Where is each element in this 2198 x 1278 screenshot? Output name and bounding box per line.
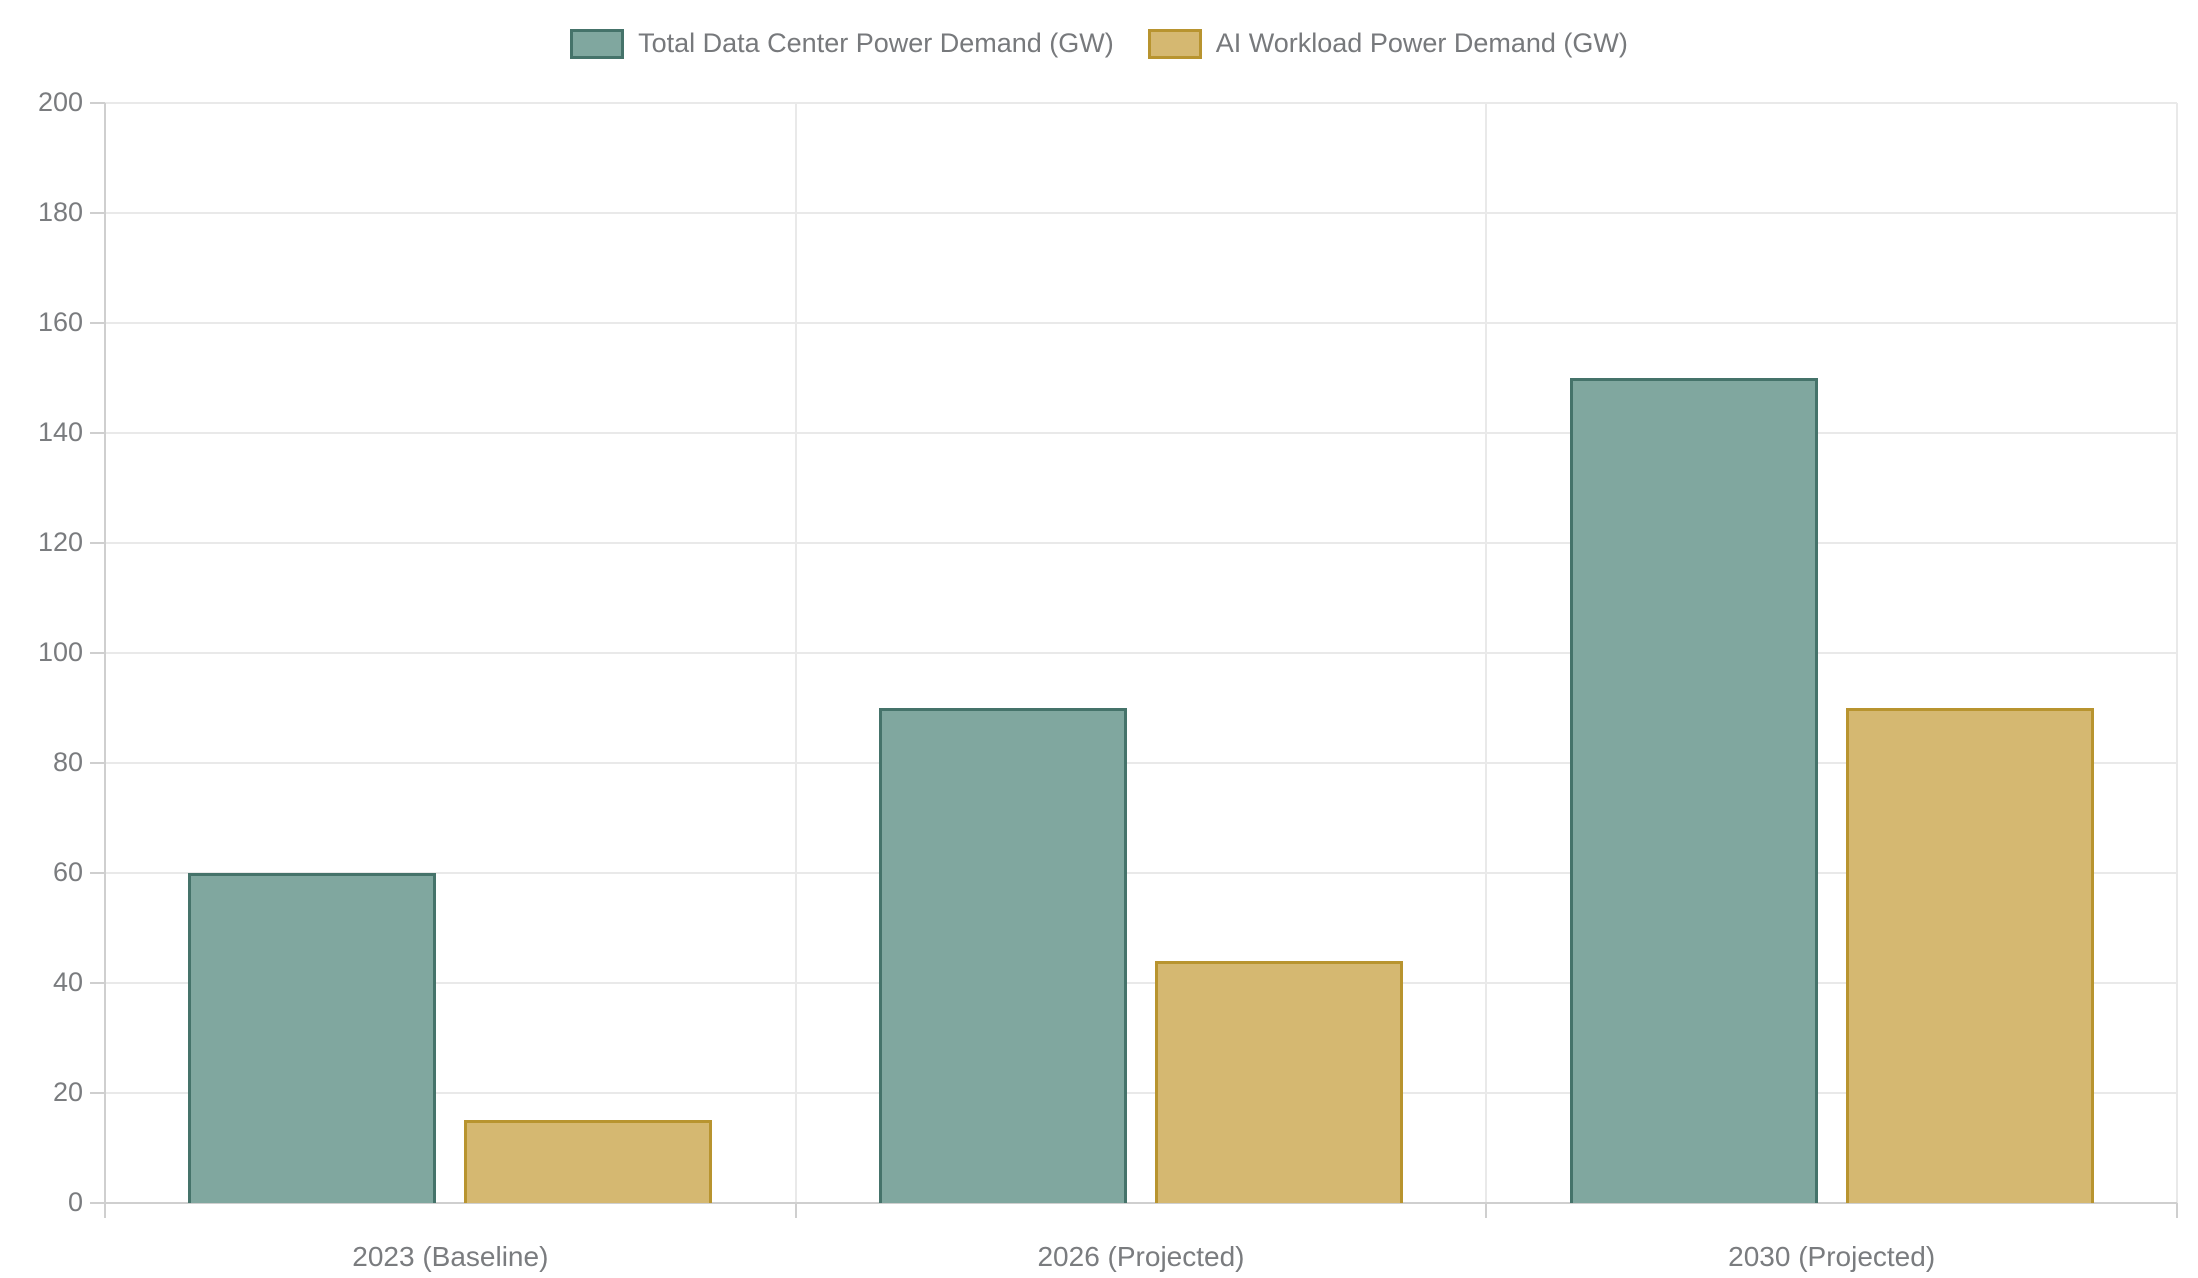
y-gridline-160 (105, 322, 2177, 324)
legend-swatch-total (570, 28, 625, 59)
y-tick-label-160: 160 (37, 307, 83, 337)
chart-legend: Total Data Center Power Demand (GW) AI Wo… (0, 28, 2198, 59)
y-tick-label-20: 20 (52, 1077, 83, 1107)
y-tick-label-100: 100 (37, 637, 83, 667)
y-gridline-200 (105, 102, 2177, 104)
y-axis-tick-0 (90, 1202, 105, 1204)
y-tick-label-80: 80 (52, 747, 83, 777)
x-axis-tick-2 (1485, 1203, 1488, 1218)
y-gridline-180 (105, 212, 2177, 214)
y-tick-label-200: 200 (37, 87, 83, 117)
bar-ai-2023[interactable] (464, 1120, 713, 1203)
y-axis-tick-180 (90, 212, 105, 214)
bar-ai-2030[interactable] (1845, 708, 2094, 1203)
bar-total-2023[interactable] (188, 873, 437, 1203)
y-gridline-120 (105, 542, 2177, 544)
y-gridline-80 (105, 762, 2177, 764)
y-tick-label-120: 120 (37, 527, 83, 557)
y-gridline-20 (105, 1092, 2177, 1094)
x-tick-label-2026: 2026 (Projected) (1037, 1241, 1245, 1272)
x-tick-label-2023: 2023 (Baseline) (352, 1241, 549, 1272)
bar-ai-2026[interactable] (1155, 961, 1403, 1203)
y-gridline-40 (105, 982, 2177, 984)
y-gridline-60 (105, 872, 2177, 874)
y-axis-tick-100 (90, 652, 105, 654)
y-axis-tick-20 (90, 1092, 105, 1094)
x-axis-line (105, 1202, 2177, 1204)
bar-total-2026[interactable] (879, 708, 1127, 1203)
bar-total-2030[interactable] (1569, 378, 1818, 1203)
y-axis-tick-40 (90, 982, 105, 984)
y-tick-label-180: 180 (37, 197, 83, 227)
legend-item-total[interactable]: Total Data Center Power Demand (GW) (570, 28, 1114, 59)
x-gridline-3 (2176, 103, 2178, 1203)
legend-swatch-ai (1147, 28, 1202, 59)
y-gridline-140 (105, 432, 2177, 434)
y-tick-label-40: 40 (52, 967, 83, 997)
y-axis-tick-160 (90, 322, 105, 324)
y-axis-tick-140 (90, 432, 105, 434)
y-gridline-100 (105, 652, 2177, 654)
legend-label-total: Total Data Center Power Demand (GW) (638, 28, 1114, 58)
x-gridline-2 (1485, 103, 1488, 1203)
x-axis-tick-3 (2176, 1203, 2178, 1218)
y-axis-tick-120 (90, 542, 105, 544)
x-gridline-1 (794, 103, 797, 1203)
legend-item-ai[interactable]: AI Workload Power Demand (GW) (1147, 28, 1628, 59)
x-axis-tick-0 (104, 1203, 106, 1218)
y-tick-label-0: 0 (67, 1187, 83, 1217)
y-axis-tick-80 (90, 762, 105, 764)
y-axis-tick-60 (90, 872, 105, 874)
y-tick-label-140: 140 (37, 417, 83, 447)
x-tick-label-2030: 2030 (Projected) (1728, 1241, 1936, 1272)
legend-label-ai: AI Workload Power Demand (GW) (1215, 28, 1628, 58)
x-gridline-0 (104, 103, 106, 1203)
y-tick-label-60: 60 (52, 857, 83, 887)
y-axis-tick-200 (90, 102, 105, 104)
x-axis-tick-1 (794, 1203, 797, 1218)
